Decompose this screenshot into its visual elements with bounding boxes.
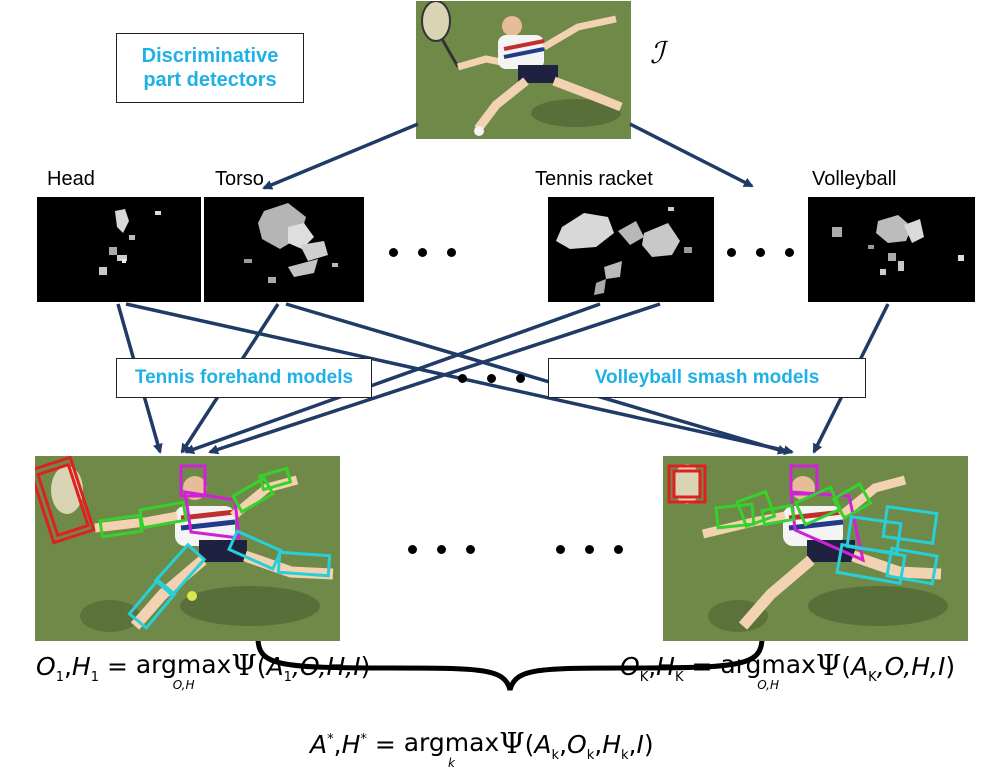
part-label-torso: Torso — [215, 168, 264, 190]
volleyball-smash-models-box: Volleyball smash models — [548, 358, 866, 398]
torso-response-map — [204, 197, 364, 302]
ellipsis-results-1 — [408, 545, 475, 554]
head-response-map — [37, 197, 201, 302]
ellipsis-maps-1 — [389, 248, 456, 257]
equation-right: OK,HK = argmax O,H Ψ(AK,O,H,I) — [620, 648, 956, 692]
ellipsis-results-2 — [556, 545, 623, 554]
ellipsis-models — [458, 374, 525, 383]
part-label-tennis-racket: Tennis racket — [535, 168, 653, 190]
tennis-forehand-models-box: Tennis forehand models — [116, 358, 372, 398]
tennis-result-image — [35, 456, 340, 641]
tennis-racket-response-map — [548, 197, 714, 302]
part-label-volleyball: Volleyball — [812, 168, 897, 190]
input-image — [416, 1, 631, 139]
volleyball-response-map — [808, 197, 975, 302]
part-detectors-label: Discriminative part detectors — [141, 45, 279, 91]
part-label-head: Head — [47, 168, 95, 190]
equation-left: O1,H1 = argmax O,H Ψ(A1,O,H,I) — [36, 648, 371, 692]
equation-bottom: A*,H* = argmax k Ψ(Ak,Ok,Hk,I) — [310, 726, 654, 770]
image-symbol: ℐ — [650, 36, 665, 71]
part-detectors-box: Discriminative part detectors — [116, 33, 304, 103]
volleyball-result-image — [663, 456, 968, 641]
ellipsis-maps-2 — [727, 248, 794, 257]
